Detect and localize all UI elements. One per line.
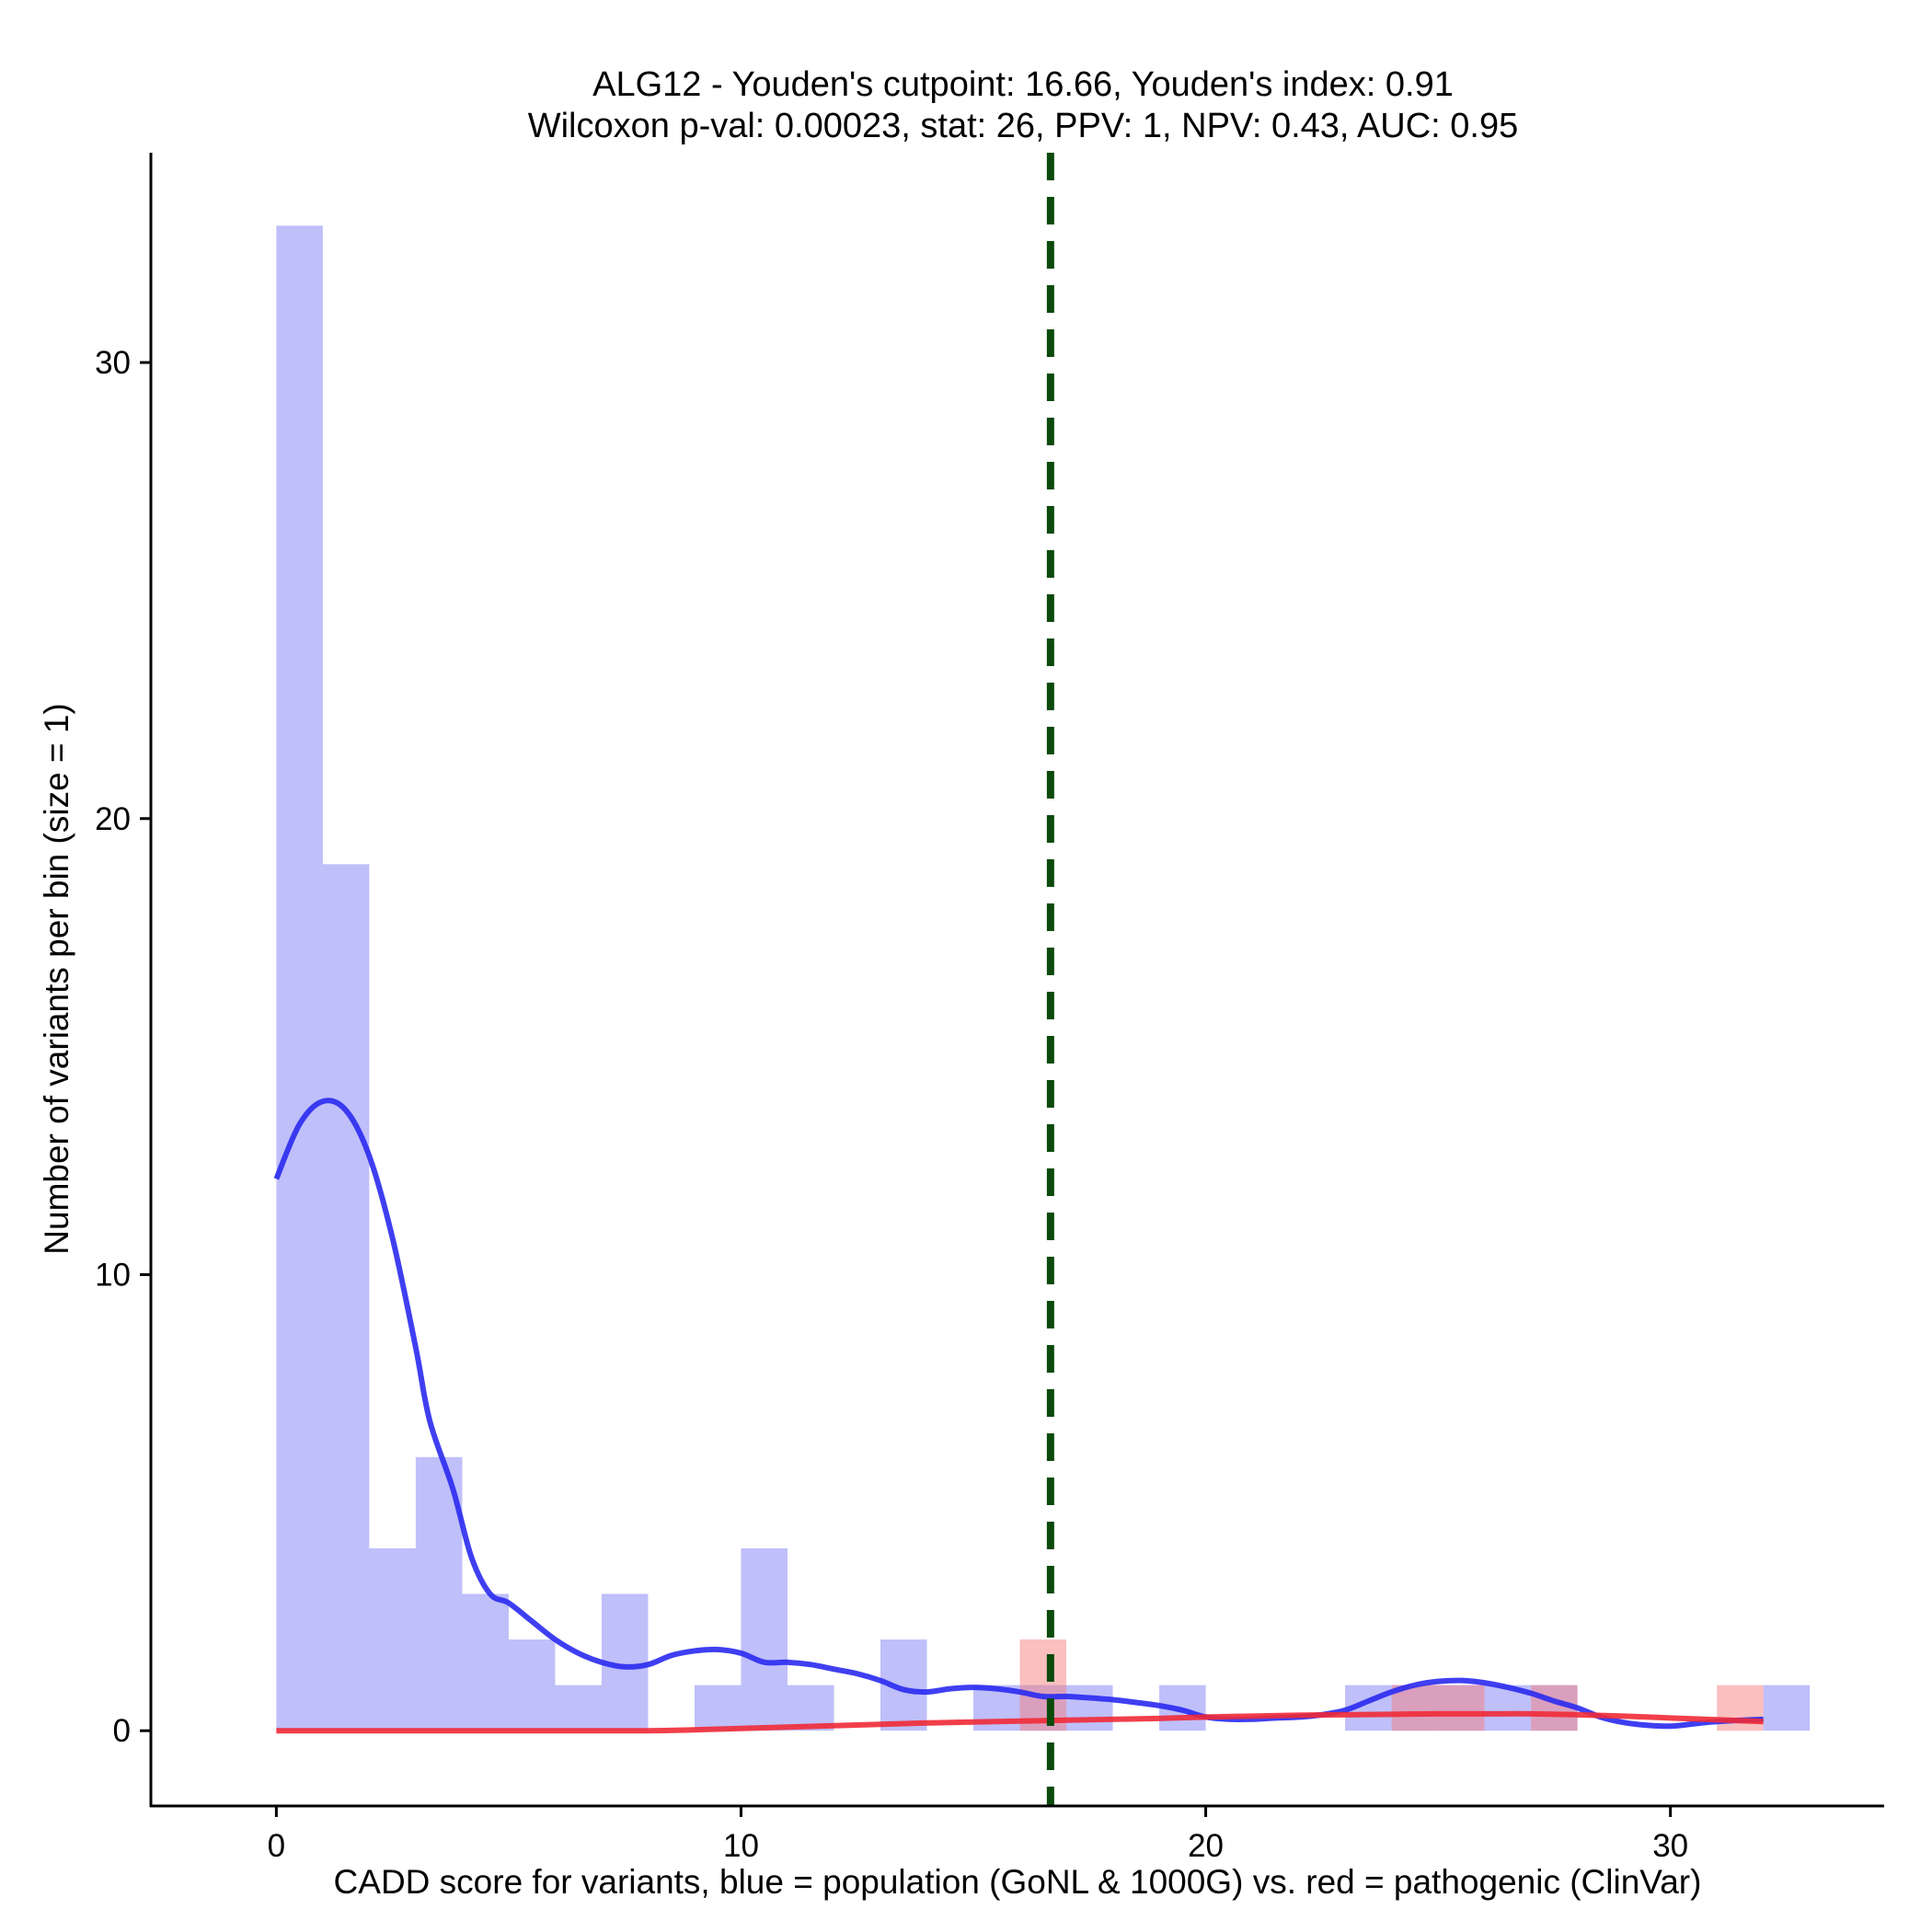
x-tick-label: 10: [723, 1828, 759, 1864]
y-axis-ticks: 0 10 20 30: [95, 345, 151, 1749]
x-tick-label: 30: [1652, 1828, 1688, 1864]
x-tick-label: 20: [1188, 1828, 1224, 1864]
population-density-line: [273, 1098, 1764, 1730]
population-bar-10: [741, 1547, 788, 1731]
pathogenic-density-line: [276, 1710, 1764, 1734]
population-bar-2: [369, 1547, 416, 1731]
population-bar-32: [1763, 1685, 1811, 1731]
population-histogram: [276, 225, 1811, 1731]
population-bar-5: [508, 1639, 556, 1731]
x-tick-label: 0: [268, 1828, 285, 1864]
density-curves: [273, 1098, 1764, 1734]
pathogenic-bar-16: [1019, 1639, 1067, 1731]
population-bar-11: [787, 1685, 834, 1731]
x-axis-label: CADD score for variants, blue = populati…: [334, 1863, 1702, 1901]
y-tick-label: 10: [95, 1257, 131, 1293]
population-bar-4: [462, 1593, 509, 1731]
pathogenic-bar-25: [1438, 1685, 1485, 1731]
chart-title-line-2: Wilcoxon p-val: 0.00023, stat: 26, PPV: …: [528, 107, 1519, 145]
population-bar-9: [694, 1685, 742, 1731]
y-tick-label: 20: [95, 801, 131, 837]
chart-title-line-1: ALG12 - Youden's cutpoint: 16.66, Youden…: [592, 65, 1454, 104]
population-bar-1: [322, 864, 370, 1731]
population-bar-17: [1066, 1685, 1113, 1731]
y-axis-label: Number of variants per bin (size = 1): [38, 703, 75, 1254]
y-tick-label: 0: [113, 1713, 131, 1749]
y-tick-label: 30: [95, 345, 131, 381]
population-bar-0: [276, 225, 323, 1731]
x-axis-ticks: 0 10 20 30: [268, 1806, 1688, 1864]
population-bar-6: [555, 1685, 602, 1731]
pathogenic-bar-24: [1391, 1685, 1439, 1731]
